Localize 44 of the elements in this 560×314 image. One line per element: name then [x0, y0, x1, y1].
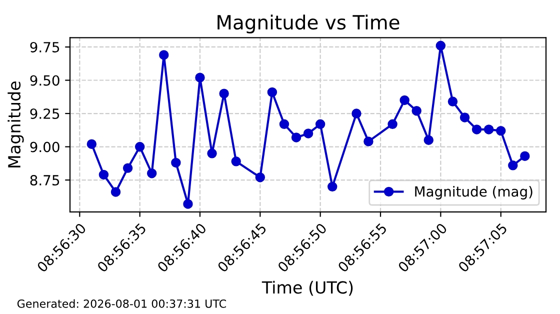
point	[219, 88, 229, 98]
point	[508, 160, 518, 170]
point	[195, 72, 205, 82]
y-axis-title: Magnitude	[8, 82, 24, 168]
point	[460, 112, 470, 122]
point	[171, 158, 181, 168]
point	[122, 163, 133, 173]
point	[424, 135, 434, 145]
y-tick-label: 9.50	[30, 75, 60, 86]
point	[328, 182, 338, 192]
point	[448, 96, 458, 106]
y-tick-label: 9.00	[30, 142, 60, 152]
point	[159, 50, 169, 60]
point	[315, 119, 326, 130]
point	[183, 199, 193, 209]
point	[364, 136, 374, 146]
legend-label: Magnitude (mag)	[415, 186, 532, 200]
point	[352, 108, 362, 118]
point	[472, 124, 482, 134]
y-tick-label: 9.75	[30, 42, 60, 52]
point	[231, 156, 241, 166]
chart-title: Magnitude vs Time	[218, 14, 400, 34]
text: Generated: 2026-08-01 00:37:31 UTC	[17, 299, 226, 308]
point	[134, 142, 145, 152]
point	[110, 187, 121, 197]
point	[207, 148, 217, 158]
point	[520, 151, 530, 161]
point	[388, 119, 398, 130]
point	[146, 168, 157, 178]
point	[255, 172, 266, 182]
point	[267, 87, 278, 98]
point	[86, 139, 97, 149]
point	[496, 126, 506, 136]
point	[400, 95, 410, 106]
point	[436, 40, 446, 51]
x-axis-title: Time (UTC)	[262, 280, 353, 296]
point	[279, 119, 290, 130]
point	[412, 106, 422, 116]
point	[484, 124, 494, 134]
y-tick-label: 8.75	[30, 174, 60, 186]
point	[291, 132, 302, 142]
point	[303, 128, 314, 138]
y-tick-label: 9.25	[30, 108, 60, 119]
point	[98, 170, 109, 180]
